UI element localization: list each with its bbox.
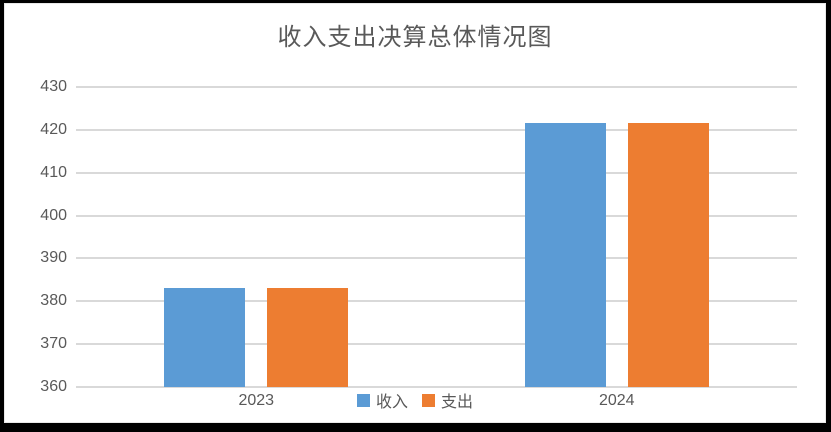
gridline-400 (76, 214, 797, 217)
y-tick-label-390: 390 (40, 249, 67, 267)
gridline-370 (76, 343, 797, 346)
gridline-430 (76, 86, 797, 88)
y-tick-label-360: 360 (40, 378, 67, 395)
y-tick-label-380: 380 (40, 292, 67, 310)
y-tick-label-400: 400 (40, 206, 67, 224)
bar-收入-2023 (164, 288, 246, 387)
chart-title: 收入支出决算总体情况图 (277, 24, 553, 51)
bar-支出-2024 (627, 122, 709, 387)
gridline-420 (76, 128, 797, 131)
chart-canvas: 收入支出决算总体情况图 360 370 380 390 400 410 420 430 202… (4, 3, 826, 423)
bar-收入-2024 (524, 122, 606, 387)
plot-area (76, 86, 797, 388)
y-tick-label-410: 410 (40, 163, 67, 181)
y-axis: 360 370 380 390 400 410 420 430 (5, 78, 67, 395)
gridline-390 (76, 257, 797, 260)
gridline-410 (76, 171, 797, 174)
y-tick-label-420: 420 (40, 120, 67, 138)
bar-支出-2023 (267, 288, 349, 387)
gridline-360 (76, 386, 797, 388)
x-axis: 2023 2024 (76, 392, 797, 414)
y-tick-label-370: 370 (40, 335, 67, 353)
gridline-380 (76, 300, 797, 303)
x-tick-label-2023: 2023 (238, 392, 275, 409)
y-tick-label-430: 430 (40, 78, 67, 95)
x-tick-label-2024: 2024 (598, 392, 635, 409)
